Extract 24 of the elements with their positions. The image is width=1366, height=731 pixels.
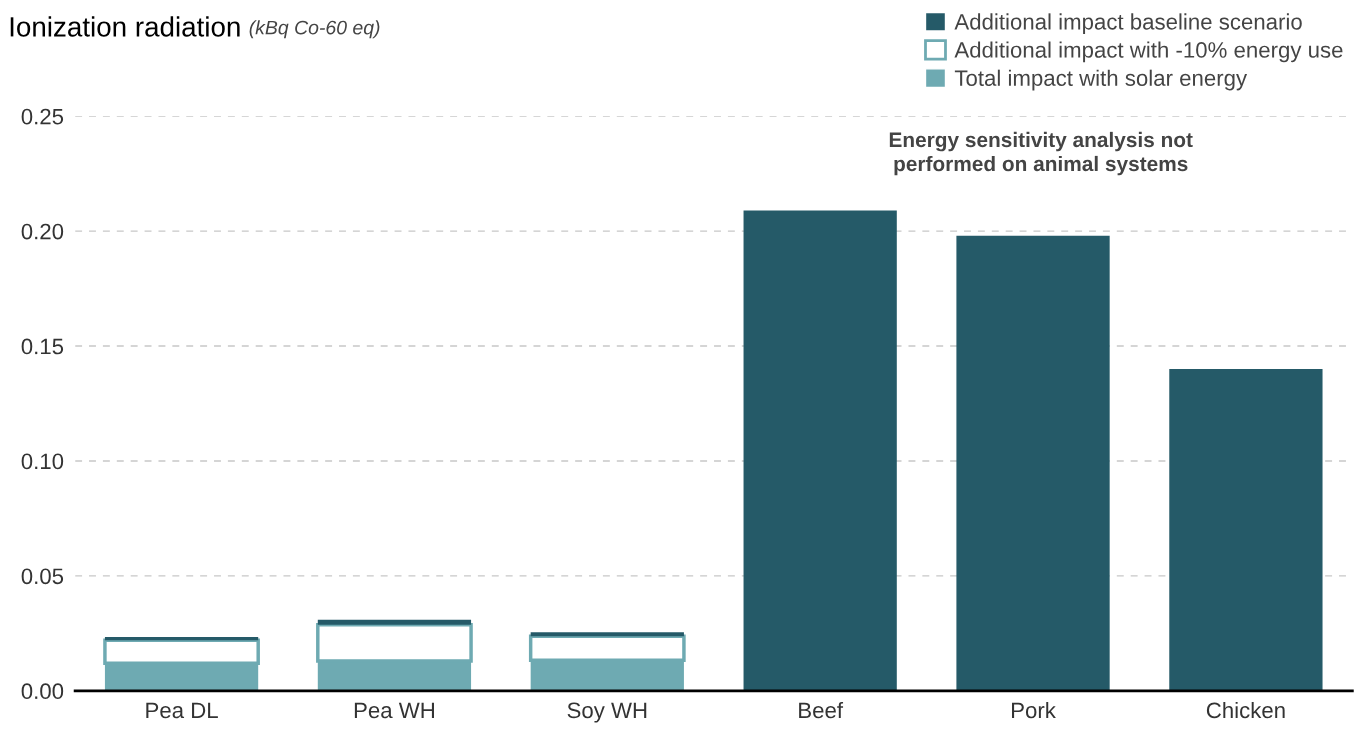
legend-label: Additional impact with -10% energy use <box>954 41 1343 63</box>
bar <box>743 210 897 691</box>
x-tick-label: Pork <box>1012 701 1056 719</box>
y-tick-label: 0.10 <box>21 453 64 470</box>
y-tick-label: 0.20 <box>21 223 64 240</box>
x-tick-label: Beef <box>799 701 844 719</box>
bar <box>530 632 684 637</box>
y-tick-label: 0.15 <box>21 338 64 355</box>
x-tick-label: Pea DL <box>146 702 218 719</box>
y-tick-label: 0.25 <box>21 108 64 125</box>
y-tick-label: 0.05 <box>21 568 64 585</box>
x-tick-label: Pea WH <box>354 702 434 719</box>
bar <box>1169 369 1323 691</box>
x-tick-label: Chicken <box>1206 701 1285 719</box>
chart-subtitle: (kBq Co-60 eq) <box>249 20 380 39</box>
legend-label: Additional impact baseline scenario <box>954 13 1302 35</box>
x-tick-label: Soy WH <box>567 702 647 723</box>
bar <box>104 637 259 641</box>
annotation: Energy sensitivity analysis not performed on animal systems <box>889 131 1193 176</box>
bar <box>956 235 1110 691</box>
y-tick-label: 0.00 <box>21 683 64 700</box>
chart-title: Ionization radiation <box>10 16 240 37</box>
legend-label: Total impact with solar energy <box>954 69 1248 91</box>
bar <box>317 619 472 625</box>
